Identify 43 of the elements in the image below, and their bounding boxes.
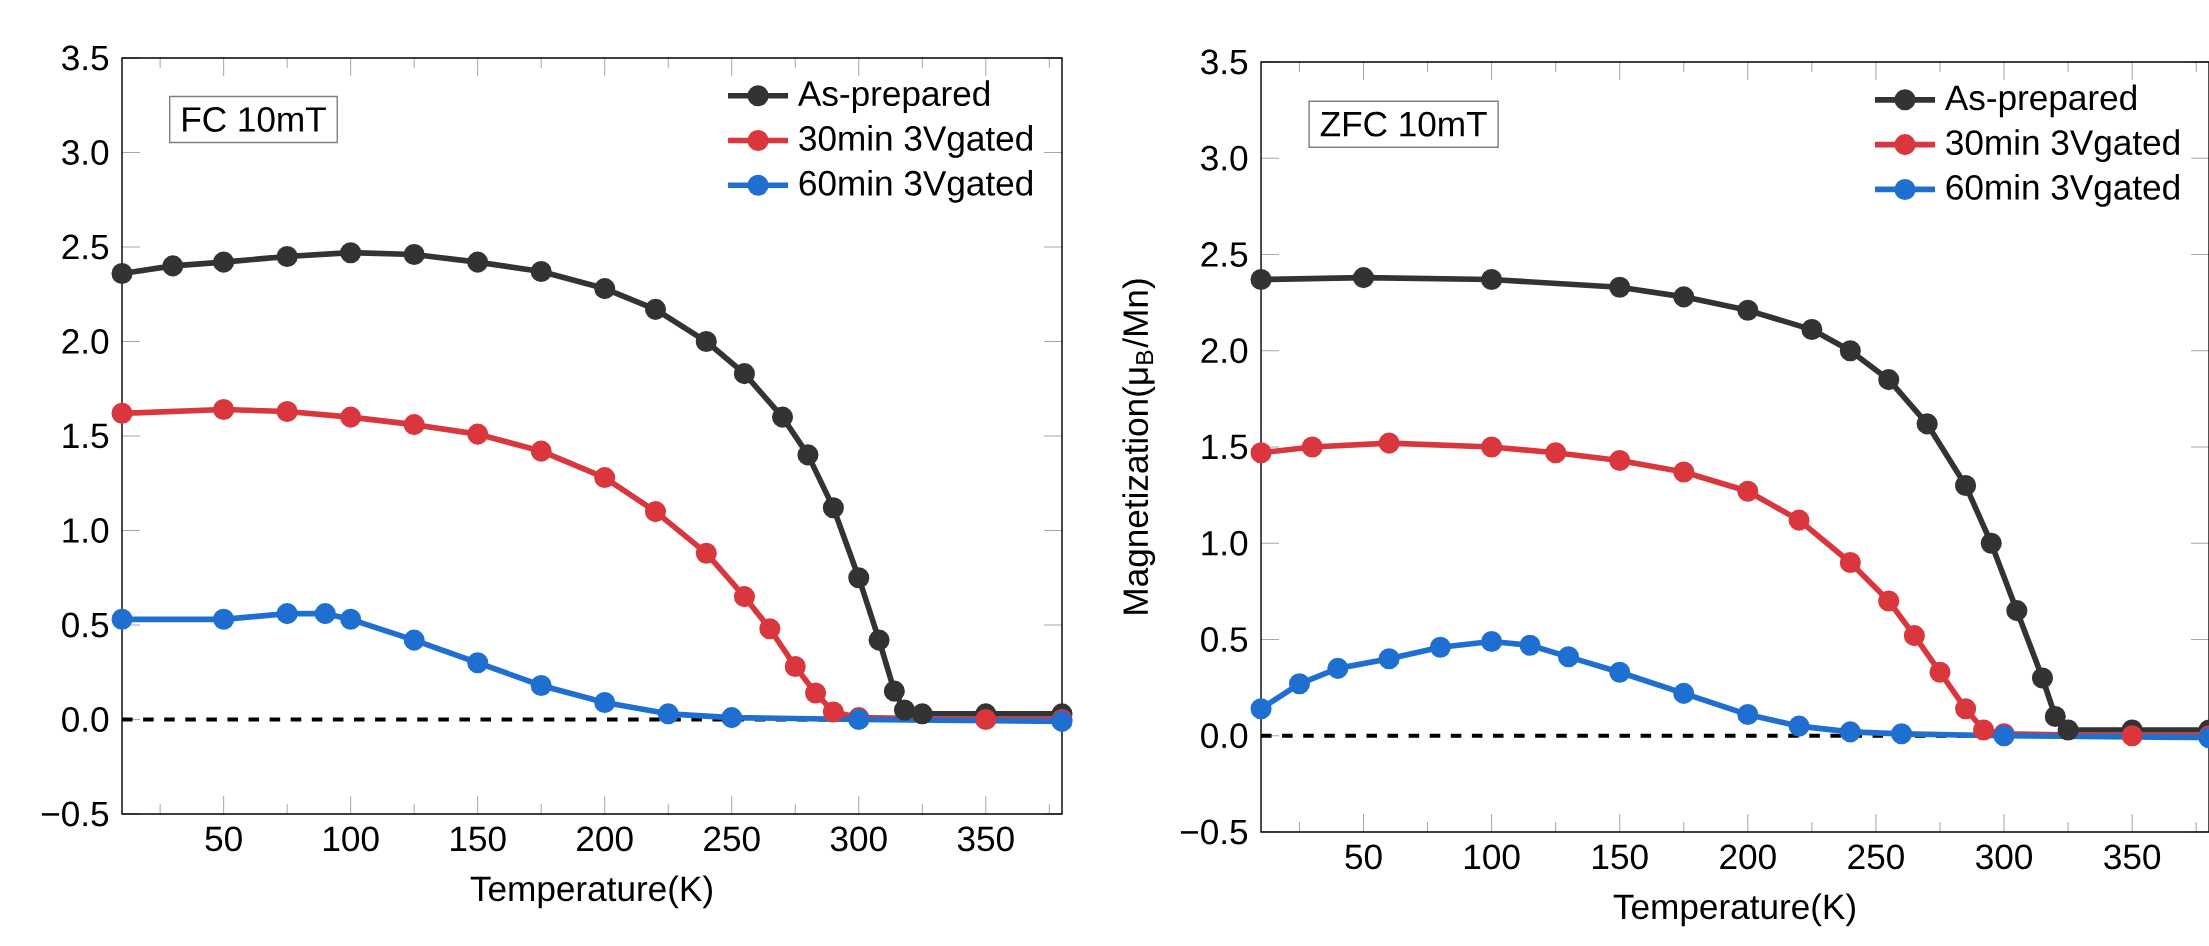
x-tick-label: 100: [1464, 844, 1520, 870]
y-tick-label: −0.5: [41, 801, 109, 827]
y-tick-label: 2.0: [1201, 338, 1248, 364]
y-tick-label: 1.5: [1202, 434, 1248, 460]
legend-label: As-prepared: [1944, 84, 2136, 118]
annotation: ZFC 10mT: [1320, 111, 1487, 137]
y-tick-label: 1.0: [1202, 530, 1248, 556]
y-tick-label: 0.0: [1201, 723, 1248, 749]
y-tick-label: 1.5: [63, 423, 109, 449]
x-tick-label: 50: [1345, 844, 1382, 870]
x-tick-label: 350: [2104, 844, 2161, 870]
x-tick-label: 50: [205, 826, 242, 852]
y-tick-label: 3.0: [62, 140, 109, 165]
x-tick-label: 200: [577, 826, 633, 852]
y-tick-label: 2.0: [62, 329, 109, 354]
annotation: FC 10mT: [183, 107, 326, 132]
x-tick-label: 250: [1848, 844, 1904, 870]
y-tick-label: 0.5: [62, 612, 109, 638]
legend-label: 60min 3Vgated: [1946, 174, 2179, 207]
y-tick-label: 3.5: [1201, 49, 1248, 75]
x-axis-title: Temperature(K): [1613, 893, 1855, 927]
x-tick-label: 250: [704, 826, 760, 852]
x-tick-label: 350: [957, 826, 1014, 852]
y-tick-label: 3.5: [62, 45, 109, 71]
legend-label: 30min 3Vgated: [1946, 129, 2179, 162]
y-tick-label: 2.5: [62, 234, 109, 260]
y-tick-label: 0.5: [1201, 627, 1248, 652]
y-tick-label: 3.0: [1201, 145, 1248, 171]
legend-label: As-prepared: [797, 80, 990, 114]
x-tick-label: 150: [451, 826, 506, 852]
x-tick-label: 100: [324, 826, 379, 852]
x-tick-label: 300: [1976, 844, 2032, 870]
legend-label: 60min 3Vgated: [799, 169, 1033, 203]
x-tick-label: 150: [1593, 844, 1648, 870]
y-axis-title: Magnetization(μ$_{B}$/Mn): [1122, 279, 1156, 614]
x-tick-label: 300: [830, 826, 887, 852]
y-tick-label: 0.0: [62, 707, 109, 732]
y-tick-label: −0.5: [1180, 819, 1248, 845]
legend-label: 30min 3Vgated: [799, 125, 1033, 158]
y-tick-label: 2.5: [1201, 242, 1248, 267]
y-tick-label: 1.0: [63, 518, 109, 543]
x-axis-title: Temperature(K): [470, 875, 712, 909]
x-tick-label: 200: [1720, 844, 1776, 870]
